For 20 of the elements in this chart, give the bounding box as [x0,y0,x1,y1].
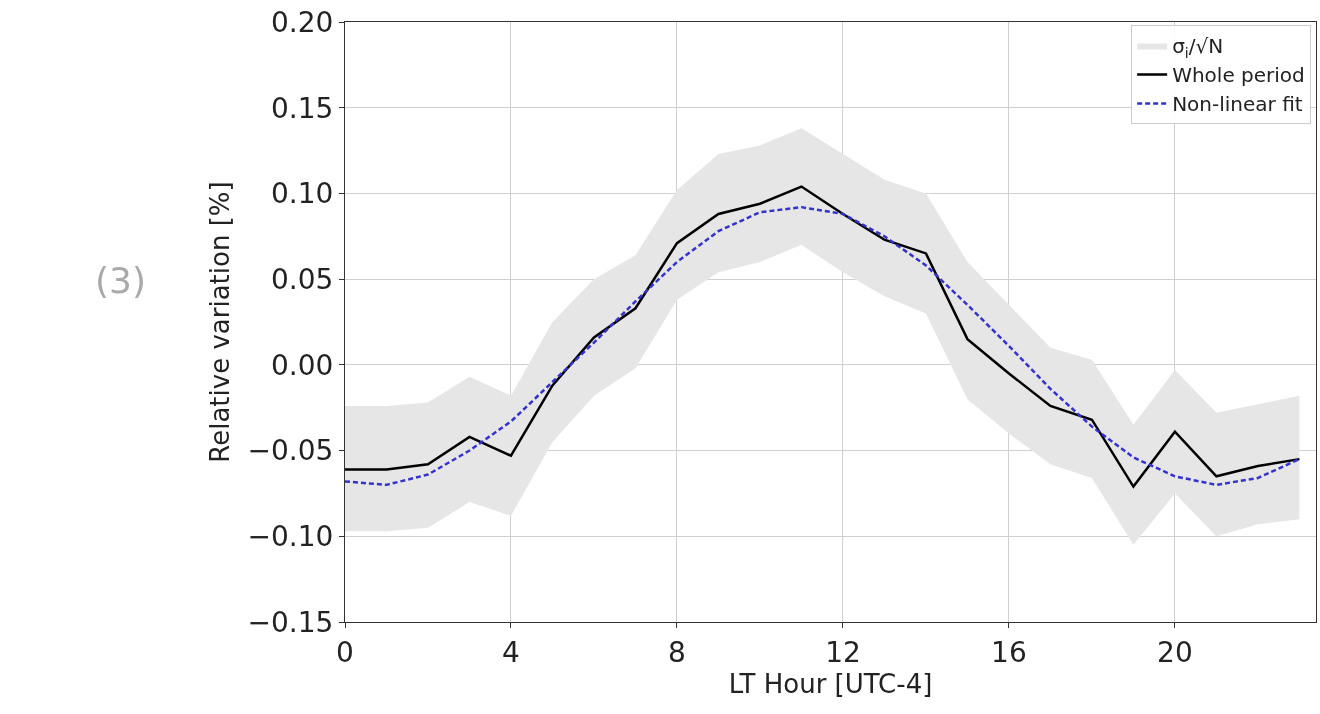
y-tick-label: −0.05 [247,434,334,468]
legend-label: Whole period [1172,63,1305,88]
x-tick-label: 20 [1157,635,1193,669]
y-tick-label: −0.10 [247,520,334,554]
x-tick-label: 12 [825,635,861,669]
y-tick-label: 0.00 [271,348,334,382]
text: (3) [95,260,146,301]
x-axis-title: LT Hour [UTC-4] [728,668,933,699]
y-axis-title: Relative variation [%] [204,181,235,463]
legend-label: σ$_{i}$/√N [1172,34,1224,61]
x-tick-label: 8 [668,635,686,669]
y-tick-label: −0.15 [247,605,334,639]
y-tick-label: 0.05 [271,262,334,296]
x-tick-label: 4 [502,635,520,669]
legend-label: Non-linear fit [1172,92,1303,117]
x-tick-label: 16 [991,635,1027,669]
y-tick-label: 0.20 [271,5,334,39]
y-tick-label: 0.10 [271,177,334,211]
y-tick-label: 0.15 [271,91,334,125]
x-tick-label: 0 [336,635,354,669]
